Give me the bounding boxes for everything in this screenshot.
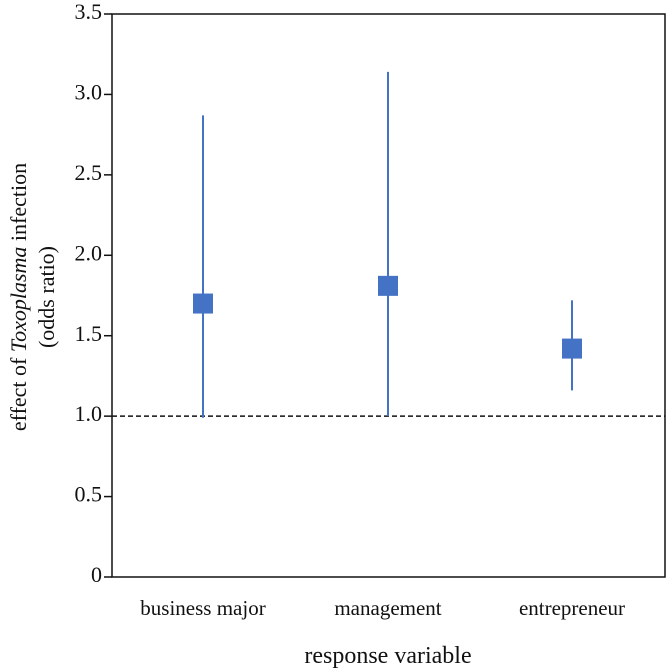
- y-tick-label: 2.0: [75, 240, 103, 265]
- y-tick-label: 2.5: [75, 160, 103, 185]
- y-axis-title-line2: (odds ratio): [34, 246, 59, 348]
- data-point: [562, 338, 582, 359]
- y-tick-label: 3.5: [75, 0, 103, 24]
- data-marks: [193, 71, 582, 418]
- y-tick-label: 3.0: [75, 79, 103, 104]
- y-tick-label: 0.5: [75, 482, 103, 507]
- y-axis-title: effect of Toxoplasma infection (odds rat…: [6, 163, 59, 431]
- y-tick-label: 0: [91, 562, 102, 587]
- data-point: [378, 275, 398, 296]
- y-axis-title-italic: Toxoplasma: [6, 247, 31, 353]
- plot-frame: [111, 13, 666, 578]
- data-point: [193, 293, 213, 314]
- x-axis-title: response variable: [304, 643, 471, 669]
- x-category-label: business major: [140, 596, 265, 620]
- y-axis-title-suffix: infection: [6, 163, 31, 247]
- y-axis-title-prefix: effect of: [6, 352, 31, 431]
- y-tick-label: 1.5: [75, 321, 103, 346]
- x-category-label: entrepreneur: [519, 596, 625, 620]
- x-category-label: management: [334, 596, 441, 620]
- y-axis: 0 0.5 1.0 1.5 2.0 2.5 3.0 3.5: [75, 0, 112, 587]
- y-tick-label: 1.0: [75, 401, 103, 426]
- svg-text:effect of Toxoplasma infection: effect of Toxoplasma infection: [6, 163, 31, 431]
- x-axis: business major management entrepreneur: [140, 596, 625, 620]
